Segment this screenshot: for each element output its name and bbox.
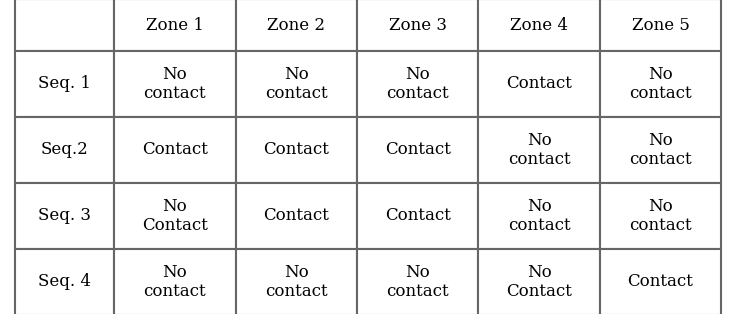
- Bar: [478, 0, 600, 51]
- Text: Contact: Contact: [506, 75, 572, 93]
- Text: No
contact: No contact: [629, 132, 692, 168]
- Text: Contact: Contact: [628, 273, 693, 290]
- Bar: [236, 0, 357, 51]
- Text: Zone 4: Zone 4: [510, 17, 568, 34]
- Text: No
contact: No contact: [144, 66, 206, 102]
- Bar: [357, 51, 478, 117]
- Text: No
contact: No contact: [144, 263, 206, 300]
- Bar: [15, 0, 114, 51]
- Bar: [600, 249, 721, 314]
- Bar: [478, 183, 600, 249]
- Bar: [600, 51, 721, 117]
- Text: Zone 3: Zone 3: [389, 17, 447, 34]
- Text: Zone 5: Zone 5: [631, 17, 690, 34]
- Text: No
contact: No contact: [386, 66, 449, 102]
- Bar: [114, 51, 236, 117]
- Bar: [15, 51, 114, 117]
- Text: No
Contact: No Contact: [506, 263, 572, 300]
- Text: Zone 1: Zone 1: [146, 17, 204, 34]
- Bar: [114, 0, 236, 51]
- Text: Seq.2: Seq.2: [40, 141, 88, 159]
- Bar: [478, 51, 600, 117]
- Bar: [114, 249, 236, 314]
- Text: Contact: Contact: [142, 141, 208, 159]
- Text: Contact: Contact: [385, 141, 450, 159]
- Text: No
contact: No contact: [508, 198, 570, 234]
- Text: Contact: Contact: [263, 207, 329, 225]
- Bar: [114, 183, 236, 249]
- Bar: [236, 183, 357, 249]
- Text: Seq. 3: Seq. 3: [38, 207, 91, 225]
- Bar: [15, 249, 114, 314]
- Text: No
contact: No contact: [265, 263, 328, 300]
- Bar: [15, 117, 114, 183]
- Text: Zone 2: Zone 2: [267, 17, 325, 34]
- Bar: [236, 249, 357, 314]
- Bar: [236, 117, 357, 183]
- Bar: [600, 183, 721, 249]
- Bar: [15, 183, 114, 249]
- Bar: [357, 0, 478, 51]
- Bar: [357, 117, 478, 183]
- Text: No
Contact: No Contact: [142, 198, 208, 234]
- Bar: [114, 117, 236, 183]
- Bar: [357, 249, 478, 314]
- Text: No
contact: No contact: [265, 66, 328, 102]
- Text: No
contact: No contact: [508, 132, 570, 168]
- Text: No
contact: No contact: [629, 66, 692, 102]
- Bar: [478, 117, 600, 183]
- Text: Seq. 4: Seq. 4: [38, 273, 91, 290]
- Text: Contact: Contact: [385, 207, 450, 225]
- Bar: [600, 117, 721, 183]
- Text: No
contact: No contact: [629, 198, 692, 234]
- Bar: [236, 51, 357, 117]
- Text: No
contact: No contact: [386, 263, 449, 300]
- Text: Contact: Contact: [263, 141, 329, 159]
- Bar: [600, 0, 721, 51]
- Bar: [478, 249, 600, 314]
- Bar: [357, 183, 478, 249]
- Text: Seq. 1: Seq. 1: [38, 75, 91, 93]
